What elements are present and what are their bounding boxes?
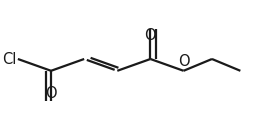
Text: O: O <box>178 54 189 69</box>
Text: Cl: Cl <box>2 51 17 67</box>
Text: O: O <box>145 28 156 43</box>
Text: O: O <box>45 86 57 101</box>
